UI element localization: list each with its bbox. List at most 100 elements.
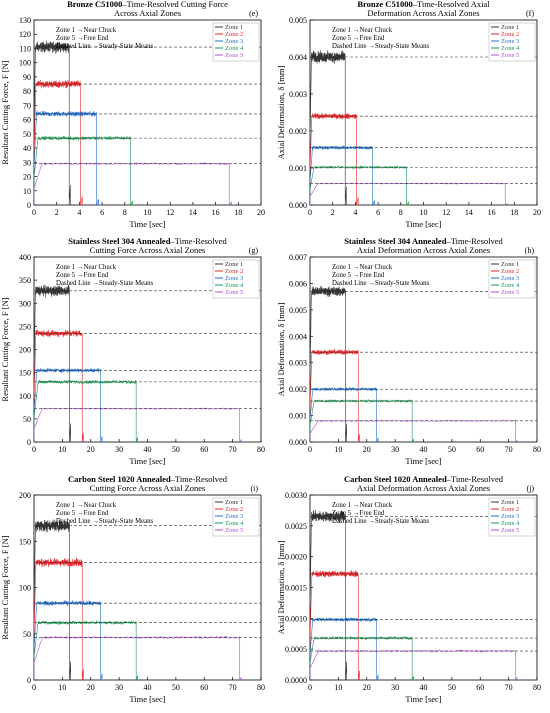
series-line-zone-4 — [34, 620, 139, 680]
legend-entry: Zone 1 — [225, 24, 243, 31]
legend-entry: Zone 3 — [501, 513, 519, 520]
y-axis-label: Axial Deformation, δ [mm] — [276, 65, 286, 159]
x-tick-label: 8 — [123, 208, 127, 217]
legend-entry: Zone 1 — [501, 261, 519, 268]
annotation-text: Dashed Line →Steady-State Means — [332, 280, 430, 287]
y-tick-label: 0.001 — [289, 412, 307, 421]
y-tick-label: 120 — [19, 30, 31, 39]
annotation-text: Dashed Line →Steady-State Means — [56, 518, 154, 525]
x-tick-label: 18 — [234, 208, 242, 217]
legend-entry: Zone 1 — [225, 261, 243, 268]
legend-entry: Zone 2 — [501, 31, 519, 38]
panel-label: (f) — [526, 9, 534, 18]
legend-entry: Zone 1 — [225, 499, 243, 506]
x-tick-label: 8 — [399, 208, 403, 217]
series-line-zone-2 — [310, 570, 361, 680]
x-tick-label: 80 — [257, 445, 265, 454]
series-line-zone-1 — [310, 509, 348, 680]
legend-entry: Zone 3 — [501, 38, 519, 45]
chart-title-rest: –Time-Resolved Axial — [412, 0, 491, 9]
y-tick-label: 30 — [23, 158, 31, 167]
x-tick-label: 2 — [55, 208, 59, 217]
y-tick-label: 110 — [19, 44, 31, 53]
series-group — [310, 509, 519, 680]
x-tick-label: 0 — [308, 208, 312, 217]
chart-panel-f: 0 2 4 6 8 10 12 14 16 18 20 0.000 0.001 0.002 0.003 0.0… — [276, 0, 541, 229]
annotation-text: Zone 1 →Near Chuck — [56, 27, 117, 34]
y-axis-label: Axial Deformation, δ [mm] — [276, 302, 286, 396]
x-tick-label: 16 — [488, 208, 496, 217]
annotation-text: Zone 5 →Free End — [332, 35, 385, 42]
y-tick-label: 100 — [19, 59, 31, 68]
y-tick-label: 400 — [19, 253, 31, 262]
series-line-zone-2 — [310, 112, 360, 205]
chart-panel-e: 0 2 4 6 8 10 12 14 16 18 20 0 10 20 30 40 50 60 70 80 90 100 1… — [0, 0, 265, 229]
legend-entry: Zone 3 — [225, 38, 243, 45]
legend-entry: Zone 5 — [501, 527, 519, 534]
x-tick-label: 50 — [172, 683, 180, 692]
x-tick-label: 14 — [189, 208, 197, 217]
y-tick-label: 0.002 — [289, 385, 307, 394]
x-tick-label: 0 — [32, 208, 36, 217]
x-axis-label: Time [sec] — [129, 694, 165, 704]
chart-title-rest: –Time-Resolved — [445, 236, 503, 246]
chart-title: Bronze C51000–Time-Resolved Cutting Forc… — [67, 0, 228, 9]
y-tick-label: 20 — [23, 173, 31, 182]
y-tick-label: 0.005 — [289, 16, 307, 25]
x-axis-label: Time [sec] — [405, 694, 441, 704]
y-tick-label: 0.003 — [289, 90, 307, 99]
y-tick-label: 0.004 — [289, 332, 307, 341]
y-tick-label: 0.0010 — [285, 614, 307, 623]
annotation-text: Zone 1 →Near Chuck — [56, 264, 117, 271]
x-tick-label: 60 — [476, 445, 484, 454]
chart-title-bold: Bronze C51000 — [357, 0, 412, 9]
x-tick-label: 60 — [476, 683, 484, 692]
y-tick-label: 0.0015 — [285, 584, 307, 593]
x-tick-label: 80 — [533, 445, 541, 454]
x-tick-label: 50 — [172, 445, 180, 454]
chart-panel-j: 0 10 20 30 40 50 60 70 80 0.0000 0.0005 0.0010 0.001… — [276, 474, 541, 704]
panel-label: (j) — [526, 484, 534, 493]
x-axis-label: Time [sec] — [129, 456, 165, 466]
legend-entry: Zone 4 — [501, 520, 520, 527]
annotation-text: Zone 1 →Near Chuck — [332, 264, 393, 271]
legend-entry: Zone 2 — [501, 268, 519, 275]
x-tick-label: 6 — [100, 208, 104, 217]
y-tick-label: 0.006 — [289, 279, 307, 288]
y-axis-label: Resultant Cutting Force, F [N] — [0, 297, 10, 401]
series-line-zone-1 — [310, 286, 348, 442]
x-tick-label: 12 — [166, 208, 174, 217]
x-tick-label: 6 — [376, 208, 380, 217]
y-tick-label: 0.004 — [289, 53, 307, 62]
y-tick-label: 50 — [23, 415, 31, 424]
x-tick-label: 50 — [448, 445, 456, 454]
series-line-zone-1 — [310, 50, 348, 205]
y-tick-label: 0.007 — [289, 253, 307, 262]
x-tick-label: 70 — [229, 683, 237, 692]
annotation-text: Dashed Line →Steady-State Means — [56, 43, 154, 50]
x-tick-label: 30 — [115, 683, 123, 692]
legend-entry: Zone 5 — [501, 52, 519, 59]
legend-entry: Zone 5 — [225, 52, 243, 59]
x-tick-label: 16 — [212, 208, 220, 217]
x-tick-label: 30 — [115, 445, 123, 454]
x-tick-label: 10 — [334, 445, 342, 454]
chart-title-rest: –Time-Resolved — [446, 474, 504, 484]
x-tick-label: 4 — [353, 208, 357, 217]
x-tick-label: 20 — [363, 683, 371, 692]
y-tick-label: 10 — [23, 187, 31, 196]
y-tick-label: 0.000 — [289, 438, 307, 447]
y-tick-label: 50 — [23, 630, 31, 639]
legend-entry: Zone 1 — [501, 499, 519, 506]
chart-title: Stainless Steel 304 Annealed–Time-Resolv… — [68, 236, 227, 246]
y-tick-label: 60 — [23, 116, 31, 125]
x-tick-label: 80 — [533, 683, 541, 692]
series-line-zone-3 — [310, 617, 380, 680]
legend-entry: Zone 3 — [501, 275, 519, 282]
annotation-text: Dashed Line →Steady-State Means — [332, 43, 430, 50]
chart-title: Carbon Steel 1020 Annealed–Time-Resolved — [344, 474, 504, 484]
x-tick-label: 0 — [308, 683, 312, 692]
y-tick-label: 0 — [27, 201, 31, 210]
annotation-text: Dashed Line →Steady-State Means — [332, 518, 430, 525]
